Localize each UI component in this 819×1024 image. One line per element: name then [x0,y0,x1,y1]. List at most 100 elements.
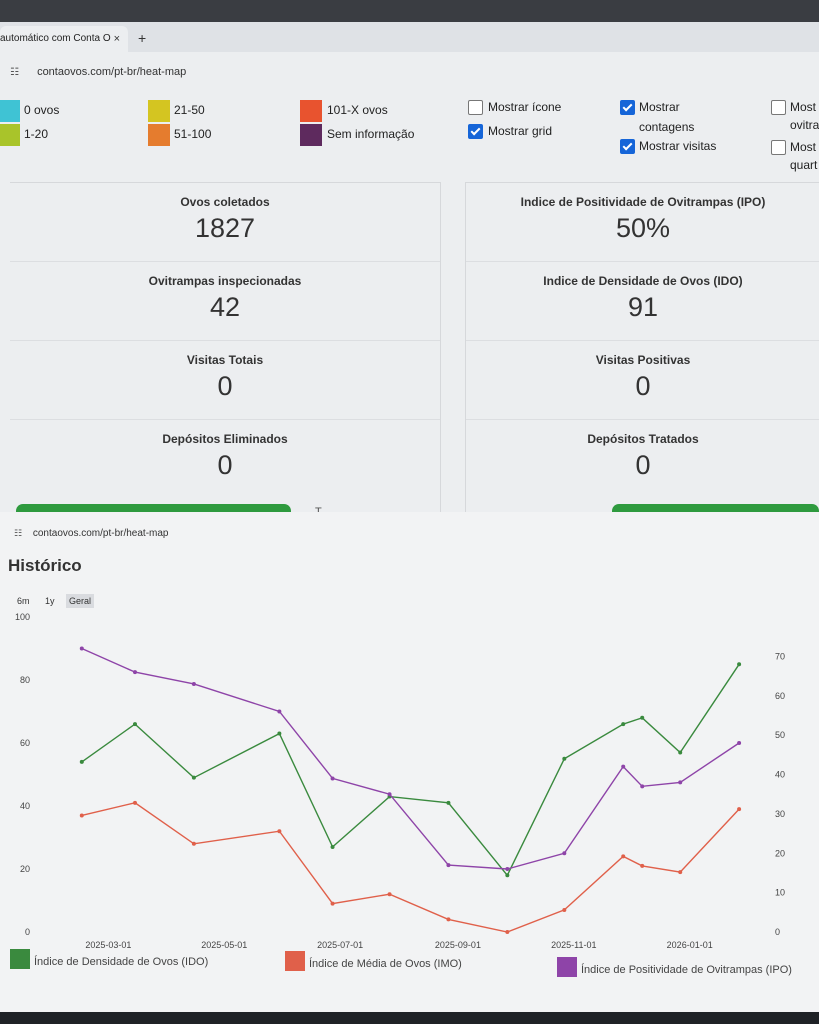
legend-label-imo[interactable]: Índice de Média de Ovos (IMO) [309,958,462,970]
series-point-2 [330,776,335,781]
stat-ipo: Indice de Positividade de Ovitrampas (IP… [466,183,819,262]
url-text: contaovos.com/pt-br/heat-map [37,66,187,78]
series-point-2 [640,784,645,789]
cut-off-text: T [315,506,322,512]
tab-bar: automático com Conta O × + [0,22,819,52]
x-tick-label: 2025-09-01 [435,940,481,950]
show-grid-label: Mostrar grid [488,124,553,138]
y-right-tick-label: 50 [775,730,785,740]
series-point-1 [446,917,451,922]
series-point-0 [79,759,84,764]
series-point-2 [678,780,683,785]
series-point-1 [132,800,137,805]
show-icon-checkbox[interactable] [468,100,483,115]
legend-swatch-51-100 [148,124,170,146]
history-window: ☷ contaovos.com/pt-br/heat-map Histórico… [0,512,819,1012]
address-bar[interactable]: ☷ contaovos.com/pt-br/heat-map [10,62,186,82]
stat-value: 0 [635,450,651,480]
series-point-1 [562,907,567,912]
series-point-2 [132,670,137,675]
y-right-tick-label: 10 [775,888,785,898]
series-point-0 [330,844,335,849]
legend-label-1-20: 1-20 [24,127,49,141]
show-counts-label-line1: Mostrar [639,100,680,114]
series-point-2 [562,851,567,856]
series-point-1 [387,892,392,897]
close-tab-icon[interactable]: × [113,33,120,45]
stat-visitas-positivas: Visitas Positivas 0 [466,341,819,420]
stat-value: 42 [209,292,241,322]
show-ovitraps-label-line1: Most [790,100,817,114]
show-icon-label: Mostrar ícone [488,100,562,114]
right-action-button[interactable] [612,504,819,512]
y-right-tick-label: 30 [775,809,785,819]
stat-label: Depósitos Tratados [587,432,699,446]
stat-visitas-totais: Visitas Totais 0 [10,341,440,420]
y-left-tick-label: 60 [20,738,30,748]
show-counts-label-line2: contagens [639,120,695,134]
series-point-0 [737,662,742,667]
stat-value: 0 [217,371,233,401]
series-point-2 [621,764,626,769]
address-bar-2[interactable]: ☷ contaovos.com/pt-br/heat-map [14,528,168,539]
legend-label-sem-informacao: Sem informação [327,127,415,141]
y-left-tick-label: 20 [20,864,30,874]
y-right-tick-label: 70 [775,651,785,661]
y-right-tick-label: 60 [775,691,785,701]
legend-swatch-imo [285,951,305,971]
stat-value: 1827 [194,213,256,243]
show-quarters-checkbox[interactable] [771,140,786,155]
x-tick-label: 2026-01-01 [667,940,713,950]
series-point-1 [330,901,335,906]
series-point-1 [621,854,626,859]
stat-value: 91 [627,292,659,322]
series-point-2 [79,646,84,651]
show-grid-checkbox[interactable] [468,124,483,139]
range-1y-button[interactable]: 1y [45,596,55,606]
color-legend: 0 ovos 1-20 21-50 51-100 101-X ovos Sem … [0,100,819,180]
x-tick-label: 2025-05-01 [201,940,247,950]
show-counts-checkbox[interactable] [620,100,635,115]
series-line-0 [81,663,740,877]
y-right-tick-label: 0 [775,927,780,937]
history-title: Histórico [8,556,82,575]
stat-value: 0 [635,371,651,401]
series-point-2 [505,867,510,871]
series-point-1 [505,930,510,934]
range-geral-button[interactable]: Geral [66,594,95,608]
legend-swatch-ipo [557,957,577,977]
left-action-button[interactable] [16,504,291,512]
series-point-0 [678,750,683,755]
x-tick-label: 2025-03-01 [85,940,131,950]
show-visits-checkbox[interactable] [620,139,635,154]
series-point-1 [191,841,196,846]
show-ovitraps-checkbox[interactable] [771,100,786,115]
stat-label: Ovos coletados [180,195,270,209]
series-point-1 [640,863,645,868]
series-point-0 [505,873,510,878]
stat-value: 0 [217,450,233,480]
stat-ovitrampas-inspecionadas: Ovitrampas inspecionadas 42 [10,262,440,341]
new-tab-button[interactable]: + [138,30,147,46]
stat-label: Depósitos Eliminados [162,432,288,446]
tab-title: automático com Conta O [0,33,111,44]
site-settings-icon[interactable]: ☷ [10,67,19,78]
legend-label-0-ovos: 0 ovos [24,103,60,117]
stats-left-column: Ovos coletados 1827 Ovitrampas inspecion… [10,182,441,512]
series-point-1 [737,807,742,812]
stats-panel: Ovos coletados 1827 Ovitrampas inspecion… [10,182,819,512]
series-point-1 [277,829,282,834]
range-6m-button[interactable]: 6m [17,596,30,606]
browser-tab[interactable]: automático com Conta O × [0,26,128,52]
site-settings-icon[interactable]: ☷ [14,528,23,538]
series-point-0 [562,756,567,761]
legend-swatch-101-x [300,100,322,122]
legend-label-ipo[interactable]: Índice de Positividade de Ovitrampas (IP… [581,964,792,976]
legend-label-ido[interactable]: Índice de Densidade de Ovos (IDO) [34,956,209,968]
series-point-1 [79,813,84,818]
y-right-tick-label: 20 [775,848,785,858]
series-point-2 [277,709,282,714]
photo-frame-edge [0,0,819,22]
series-point-0 [191,775,196,780]
y-left-tick-label: 100 [15,612,30,622]
